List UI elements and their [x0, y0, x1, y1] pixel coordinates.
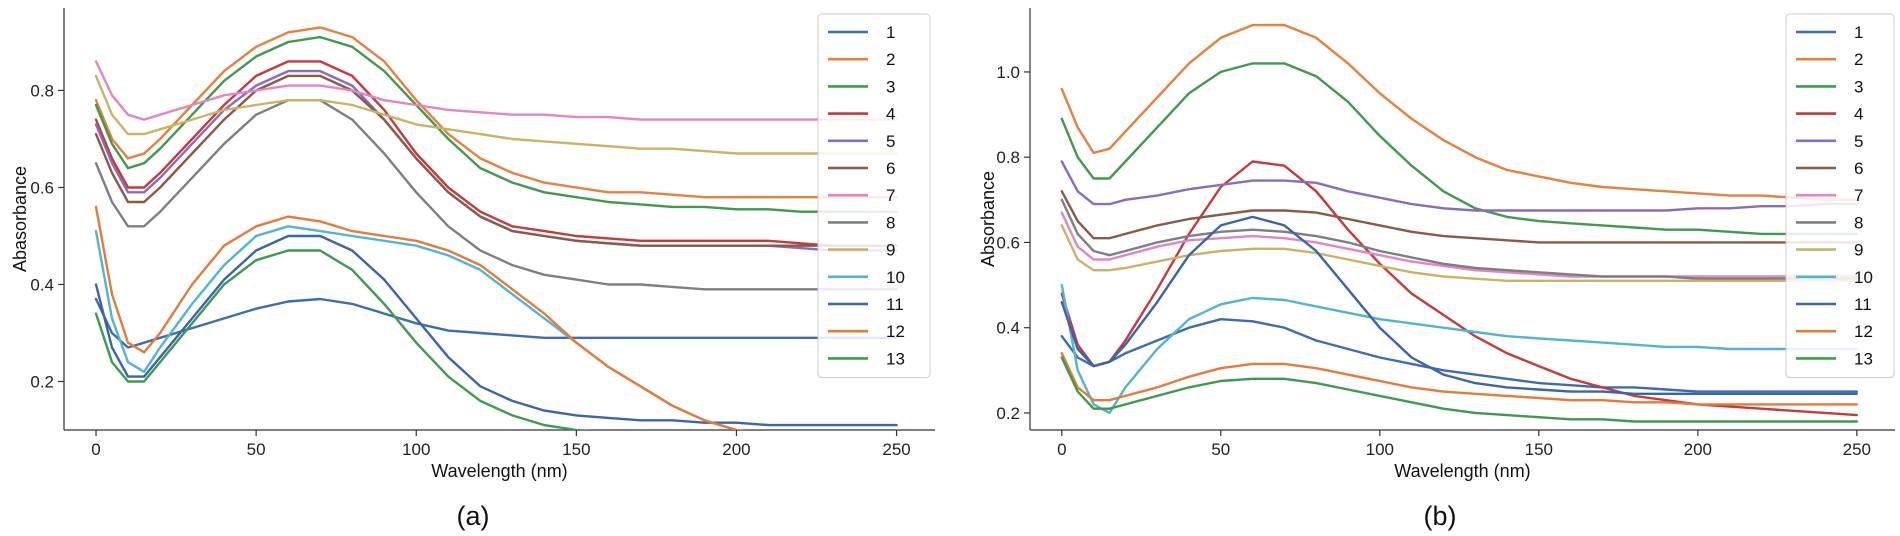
panel-b-series-line-6: [1060, 190, 1859, 244]
panel-b-series-line-5: [1060, 160, 1859, 212]
panel-a-x-tick-label: 200: [722, 440, 750, 459]
panel-b-x-axis-label: Wavelength (nm): [1394, 461, 1530, 481]
panel-b-series-line-11: [1060, 215, 1859, 395]
panel-a-y-tick-label: 0.2: [30, 372, 54, 391]
panel-a-series-line-11: [94, 234, 898, 427]
panel-a-legend-label-5: 5: [886, 132, 895, 151]
panel-b-series-line-13: [1060, 356, 1859, 423]
panel-b-series-line-3: [1060, 62, 1859, 236]
panel-b: 0 50 100 150 200 250 0.2 0.4 0.6 0.8 1.0 Wavelength…: [978, 8, 1895, 531]
panel-b-legend-label-4: 4: [1854, 105, 1863, 124]
panel-b-legend-label-10: 10: [1854, 268, 1873, 287]
panel-a-legend-box: [817, 13, 931, 379]
panel-b-x-tick-label: 200: [1684, 440, 1712, 459]
panel-b-legend-label-13: 13: [1854, 349, 1873, 368]
panel-b-legend-label-9: 9: [1854, 241, 1863, 260]
panel-b-legend-label-8: 8: [1854, 213, 1863, 232]
panel-a-legend-label-12: 12: [886, 322, 905, 341]
panel-a-legend-label-8: 8: [886, 213, 895, 232]
panel-a-series-line-12: [94, 205, 745, 430]
panel-b-legend-label-2: 2: [1854, 50, 1863, 69]
panel-a-legend-label-9: 9: [886, 241, 895, 260]
panel-b-legend-label-5: 5: [1854, 132, 1863, 151]
panel-a-series-line-2: [94, 26, 898, 199]
panel-b-x-tick-label: 100: [1366, 440, 1394, 459]
panel-a-legend-label-2: 2: [886, 50, 895, 69]
panel-a-x-axis-label: Wavelength (nm): [431, 461, 567, 481]
panel-a-series-line-1: [94, 297, 898, 349]
panel-a-series-line-8: [94, 98, 898, 291]
panel-b-series-line-12: [1060, 352, 1859, 406]
panel-b-y-tick-label: 0.6: [996, 233, 1020, 252]
panel-a-series-group: [94, 26, 898, 430]
panel-b-legend-label-6: 6: [1854, 159, 1863, 178]
panel-b-legend-box: [1785, 13, 1895, 379]
panel-a-y-tick-label: 0.6: [30, 178, 54, 197]
panel-a-legend-label-6: 6: [886, 159, 895, 178]
panel-a-legend-label-4: 4: [886, 105, 895, 124]
panel-a-x-tick-label: 0: [91, 440, 100, 459]
panel-b-panel-label: (b): [1424, 501, 1457, 531]
panel-b-y-tick-label: 0.8: [996, 148, 1020, 167]
panel-a-series-line-4: [94, 60, 898, 247]
panel-b-x-tick-label: 0: [1057, 440, 1066, 459]
panel-a-x-tick-label: 100: [402, 440, 430, 459]
panel-a-x-tick-label: 250: [882, 440, 910, 459]
panel-b-series-line-2: [1060, 23, 1859, 202]
panel-b-x-tick-label: 50: [1211, 440, 1230, 459]
panel-b-legend-label-1: 1: [1854, 23, 1863, 42]
panel-a-y-tick-label: 0.8: [30, 81, 54, 100]
panel-b-x-tick-label: 150: [1525, 440, 1553, 459]
panel-a-legend-label-3: 3: [886, 77, 895, 96]
panel-b-y-tick-label: 0.2: [996, 404, 1020, 423]
panel-b-y-tick-label: 0.4: [996, 319, 1020, 338]
panel-a-panel-label: (a): [457, 501, 490, 531]
panel-a-series-line-7: [94, 60, 898, 121]
panel-b-legend-label-11: 11: [1854, 295, 1872, 314]
panel-a-series-line-9: [94, 74, 898, 155]
panel-b-legend-label-3: 3: [1854, 77, 1863, 96]
panel-b-series-line-8: [1060, 198, 1859, 280]
panel-b-legend-label-7: 7: [1854, 186, 1863, 205]
panel-b-y-tick-label: 1.0: [996, 63, 1020, 82]
panel-a-legend-label-10: 10: [886, 268, 905, 287]
panel-a-legend-label-1: 1: [886, 23, 895, 42]
panel-b-series-group: [1060, 23, 1859, 423]
panel-a-x-tick-label: 150: [562, 440, 590, 459]
panel-a-legend-label-11: 11: [886, 295, 904, 314]
panel-a-y-axis-label: Abasorbance: [10, 166, 30, 272]
panel-b-series-line-7: [1060, 211, 1859, 278]
panel-a-series-line-6: [94, 74, 898, 247]
panel-b-x-tick-label: 250: [1843, 440, 1871, 459]
panel-a-legend-label-7: 7: [886, 186, 895, 205]
panel-a-legend-label-13: 13: [886, 349, 905, 368]
panel-b-series-line-9: [1060, 224, 1859, 282]
panel-a-x-tick-label: 50: [247, 440, 266, 459]
panel-b-series-line-10: [1060, 283, 1859, 415]
panel-b-y-axis-label: Absorbance: [978, 171, 998, 267]
panel-b-legend-label-12: 12: [1854, 322, 1873, 341]
panel-a-y-tick-label: 0.4: [30, 275, 54, 294]
panel-a: 0 50 100 150 200 250 0.2 0.4 0.6 0.8 Wavelength (n…: [10, 8, 935, 531]
panel-a-series-line-3: [94, 35, 898, 213]
panel-a-series-line-13: [94, 249, 593, 430]
panel-a-series-line-10: [94, 225, 742, 430]
